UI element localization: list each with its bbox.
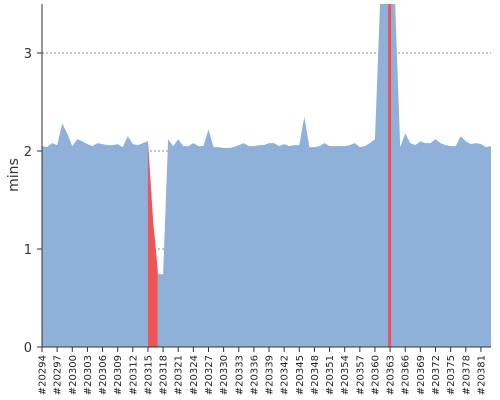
x-tick-label: #20351 [325,355,336,395]
y-axis: 0 1 2 3 [24,4,43,356]
x-tick-label: #20315 [143,355,154,395]
x-tick-label: #20363 [386,355,397,395]
x-tick-label: #20294 [38,355,49,395]
x-tick-label: #20366 [401,355,412,395]
x-tick-label: #20381 [476,355,487,395]
x-tick-label: #20336 [249,355,260,395]
series-area [42,4,491,347]
x-tick-label: #20357 [355,355,366,395]
y-tick-label: 3 [24,47,32,62]
x-tick-label: #20342 [280,355,291,395]
highlight-region [388,4,392,347]
x-tick-label: #20312 [128,355,139,395]
highlight-regions [147,4,392,347]
x-tick-label: #20375 [446,355,457,395]
x-tick-label: #20354 [340,355,351,395]
x-tick-label: #20297 [53,355,64,395]
x-tick-label: #20372 [431,355,442,395]
y-tick-label: 1 [24,243,32,258]
highlight-region [147,141,158,347]
x-tick-label: #20333 [234,355,245,395]
y-tick-label: 0 [24,341,32,356]
series-area-path [42,4,491,347]
x-tick-label: #20345 [295,355,306,395]
x-tick-label: #20321 [174,355,185,395]
x-tick-label: #20348 [310,355,321,395]
x-tick-label: #20378 [461,355,472,395]
x-tick-label: #20306 [98,355,109,395]
x-tick-label: #20318 [159,355,170,395]
x-tick-label: #20330 [219,355,230,395]
x-tick-label: #20327 [204,355,215,395]
y-axis-title: mins [6,158,22,192]
x-tick-label: #20309 [113,355,124,395]
x-tick-label: #20303 [83,355,94,395]
y-tick-label: 2 [24,145,32,160]
x-tick-label: #20324 [189,355,200,395]
x-tick-label: #20369 [416,355,427,395]
x-tick-label: #20339 [265,355,276,395]
x-tick-label: #20360 [370,355,381,395]
x-axis: #20294 #20297 #20300 #20303 #20306 #20309 #203… [38,346,491,395]
x-tick-label: #20300 [68,355,79,395]
